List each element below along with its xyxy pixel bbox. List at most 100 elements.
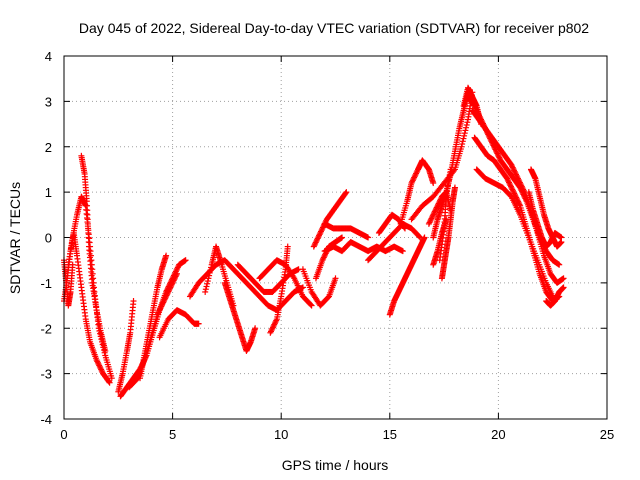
chart-title: Day 045 of 2022, Sidereal Day-to-day VTE…	[79, 20, 589, 36]
data-point	[204, 278, 211, 285]
data-point	[106, 379, 113, 386]
data-point	[513, 172, 520, 179]
data-point	[98, 366, 105, 373]
data-point	[95, 361, 102, 368]
y-axis-label: SDTVAR / TECUs	[7, 182, 23, 294]
data-point	[409, 177, 416, 184]
data-point	[317, 229, 324, 236]
data-point	[164, 291, 171, 298]
y-tick-label: -4	[40, 412, 52, 427]
data-point	[451, 184, 458, 191]
data-series-track-34	[473, 166, 558, 305]
data-point	[316, 231, 323, 238]
data-series-track-09	[156, 307, 202, 341]
data-point	[505, 178, 512, 185]
data-point	[459, 138, 466, 145]
x-tick-label: 25	[600, 427, 614, 442]
data-point	[319, 257, 326, 264]
data-series-track-04	[61, 257, 76, 309]
data-point	[158, 302, 165, 309]
data-point	[517, 180, 524, 187]
data-series-track-03	[78, 152, 109, 354]
data-series-track-35	[460, 84, 485, 128]
data-point	[165, 288, 172, 295]
data-series-track-21	[365, 220, 424, 264]
data-point	[284, 243, 291, 250]
data-point	[462, 127, 469, 134]
y-tick-label: -1	[40, 276, 52, 291]
data-point	[507, 183, 514, 190]
data-point	[519, 185, 526, 192]
data-point	[430, 180, 437, 187]
data-point	[320, 255, 327, 262]
data-series-track-05	[115, 298, 137, 395]
data-point	[252, 325, 259, 332]
data-point	[515, 176, 522, 183]
data-point	[162, 293, 169, 300]
x-axis-label: GPS time / hours	[282, 457, 389, 473]
data-point	[173, 270, 180, 277]
data-point	[458, 143, 465, 150]
data-point	[267, 329, 274, 336]
data-point	[159, 300, 166, 307]
data-series-track-08	[137, 252, 170, 382]
data-point	[495, 153, 502, 160]
data-point	[271, 321, 278, 328]
y-tick-label: -3	[40, 367, 52, 382]
data-point	[511, 167, 518, 174]
plot-frame	[63, 55, 608, 420]
data-point	[504, 175, 511, 182]
data-point	[166, 285, 173, 292]
data-point	[560, 275, 567, 282]
data-point	[208, 264, 215, 271]
data-point	[509, 163, 516, 170]
data-point	[431, 209, 438, 216]
data-point	[518, 183, 525, 190]
data-points	[61, 84, 567, 400]
data-point	[428, 215, 435, 222]
data-point	[516, 179, 523, 186]
y-tick-label: 0	[45, 231, 52, 246]
data-point	[411, 173, 418, 180]
data-point	[166, 287, 173, 294]
data-point	[560, 284, 567, 291]
data-point	[267, 328, 274, 335]
data-point	[171, 276, 178, 283]
data-point	[155, 310, 162, 317]
data-point	[207, 267, 214, 274]
data-point	[195, 320, 202, 327]
data-point	[272, 318, 279, 325]
data-point	[514, 174, 521, 181]
data-point	[290, 273, 297, 280]
data-point	[130, 298, 137, 305]
data-series-track-33	[471, 134, 563, 305]
data-point	[464, 119, 471, 126]
data-point	[496, 154, 503, 161]
data-point	[509, 164, 516, 171]
data-point	[319, 225, 326, 232]
data-point	[168, 281, 175, 288]
data-point	[313, 238, 320, 245]
data-point	[172, 273, 179, 280]
gridlines	[64, 56, 607, 419]
data-point	[314, 236, 321, 243]
data-point	[507, 182, 514, 189]
data-point	[402, 225, 409, 232]
data-point	[416, 233, 423, 240]
data-point	[157, 304, 164, 311]
data-point	[93, 357, 100, 364]
data-point	[421, 234, 428, 241]
data-series-track-07	[126, 270, 180, 391]
data-point	[205, 275, 212, 282]
data-point	[461, 130, 468, 137]
x-tick-label: 5	[169, 427, 176, 442]
x-tick-label: 10	[274, 427, 288, 442]
data-point	[105, 378, 112, 385]
data-point	[427, 218, 434, 225]
data-point	[158, 303, 165, 310]
data-series-track-28	[436, 166, 454, 264]
data-point	[170, 277, 177, 284]
data-point	[447, 166, 454, 173]
y-tick-label: 4	[45, 49, 52, 64]
data-point	[509, 187, 516, 194]
